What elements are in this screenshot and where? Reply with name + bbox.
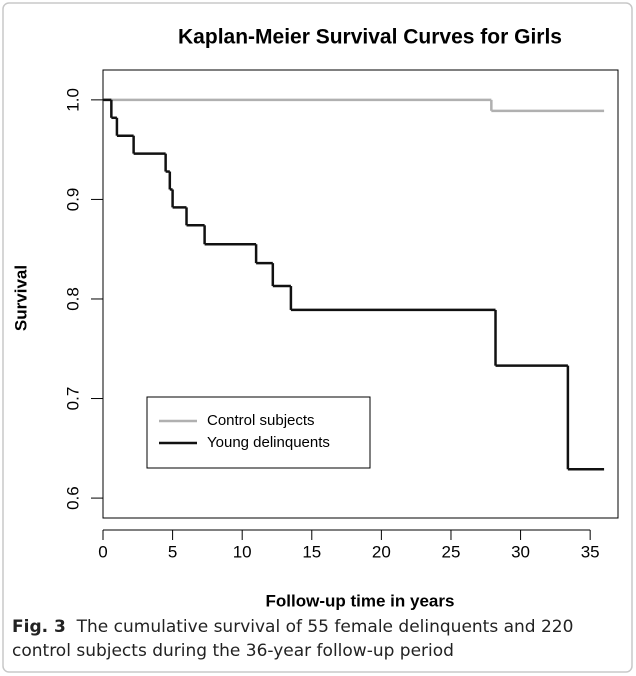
x-tick-label: 10 <box>233 542 252 561</box>
y-tick-label: 1.0 <box>63 88 82 112</box>
x-tick-label: 0 <box>98 542 107 561</box>
y-tick-label: 0.8 <box>63 287 82 311</box>
x-tick-label: 20 <box>372 542 391 561</box>
x-tick-label: 30 <box>511 542 530 561</box>
caption: Fig. 3 The cumulative survival of 55 fem… <box>12 615 612 663</box>
caption-label: Fig. 3 <box>12 617 66 637</box>
legend-label: Young delinquents <box>207 434 330 451</box>
caption-text: The cumulative survival of 55 female del… <box>12 617 574 661</box>
chart-title: Kaplan-Meier Survival Curves for Girls <box>178 26 562 49</box>
x-tick-label: 35 <box>581 542 600 561</box>
legend-label: Control subjects <box>207 412 315 429</box>
y-tick-label: 0.6 <box>63 486 82 510</box>
legend-box <box>146 396 371 469</box>
y-tick-label: 0.7 <box>63 387 82 411</box>
x-tick-label: 25 <box>442 542 461 561</box>
y-axis-label: Survival <box>11 265 30 331</box>
y-tick-label: 0.9 <box>63 188 82 212</box>
x-tick-label: 15 <box>302 542 321 561</box>
x-axis-label: Follow-up time in years <box>266 591 455 610</box>
x-tick-label: 5 <box>168 542 177 561</box>
